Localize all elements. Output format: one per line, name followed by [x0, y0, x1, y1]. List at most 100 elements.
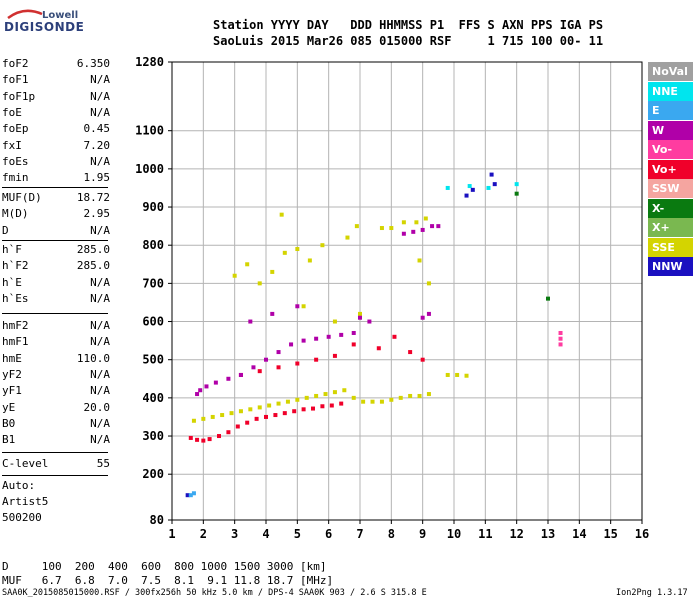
param-row: B0 N/A [2, 416, 110, 432]
echo-point [420, 357, 425, 362]
x-tick-label: 14 [572, 527, 586, 541]
param-row: foF1 N/A [2, 72, 110, 88]
param-row: hmE 110.0 [2, 351, 110, 367]
autoscaler-name: Artist5 [2, 495, 49, 508]
param-row: foF1p N/A [2, 89, 110, 105]
y-tick-label: 300 [142, 429, 164, 443]
echo-point [436, 224, 441, 229]
param-label: foF1p [2, 89, 36, 103]
echo-point [514, 191, 519, 196]
echo-point [558, 342, 563, 347]
echo-point [201, 438, 206, 443]
echo-points [185, 172, 563, 498]
echo-point [339, 332, 344, 337]
echo-point [332, 390, 337, 395]
echo-point [467, 184, 472, 189]
legend-item-x-minus: X- [648, 198, 693, 218]
echo-point [270, 311, 275, 316]
echo-point [238, 409, 243, 414]
echo-point [392, 334, 397, 339]
echo-point [323, 392, 328, 397]
x-tick-label: 9 [419, 527, 426, 541]
echo-point [464, 193, 469, 198]
echo-point [188, 435, 193, 440]
x-tick-label: 4 [262, 527, 269, 541]
echo-point [398, 395, 403, 400]
legend-item-e: E [648, 101, 693, 120]
param-row: foEs N/A [2, 154, 110, 170]
x-tick-label: 10 [447, 527, 461, 541]
param-value: N/A [90, 384, 110, 398]
echo-point [264, 357, 268, 362]
version-label: Ion2Png 1.3.17 [616, 588, 688, 598]
param-row: M(D) 2.95 [2, 206, 110, 222]
param-value: N/A [90, 416, 110, 430]
echo-point [248, 319, 253, 324]
y-tick-label: 1280 [135, 55, 164, 69]
param-row: foEp 0.45 [2, 121, 110, 137]
param-value: N/A [90, 335, 110, 349]
param-label: B1 [2, 433, 16, 447]
param-label: foE [2, 105, 22, 119]
x-ticks: 1 2 3 4 5 6 7 8 9 10 11 12 13 14 15 16 [168, 520, 649, 541]
echo-point [420, 315, 425, 320]
echo-point [464, 373, 469, 378]
echo-point [185, 493, 190, 498]
x-tick-label: 5 [294, 527, 301, 541]
echo-point [276, 401, 281, 406]
param-label: hmF2 [2, 319, 29, 332]
echo-point [558, 336, 563, 341]
legend-item-x-plus: X+ [648, 218, 693, 237]
legend-item-nnw: NNW [648, 257, 693, 276]
param-value: N/A [90, 319, 110, 332]
echo-point [314, 336, 319, 341]
echo-point [376, 346, 381, 351]
y-tick-label: 500 [142, 353, 164, 367]
autoscaler-code: 500200 [2, 511, 42, 524]
echo-point [198, 388, 203, 393]
y-tick-label: 400 [142, 391, 164, 405]
legend-item-w: W [648, 120, 693, 140]
echo-point [426, 311, 431, 316]
y-tick-label: 900 [142, 200, 164, 214]
lowell-digisonde-logo: Lowell DIGISONDE [4, 4, 104, 44]
legend-item-ssw: SSW [648, 179, 693, 198]
legend-item-noval: NoVal [648, 62, 693, 81]
plot-frame [171, 61, 643, 521]
param-row: hmF2 N/A [2, 318, 110, 334]
param-value: 18.72 [76, 191, 110, 204]
echo-point [311, 406, 315, 411]
echo-point [351, 395, 356, 400]
param-value: N/A [90, 291, 110, 305]
separator [2, 313, 108, 314]
echo-point [235, 424, 240, 429]
echo-point [358, 315, 362, 320]
echo-point [320, 404, 325, 409]
param-value: N/A [90, 105, 110, 119]
y-tick-label: 200 [142, 467, 164, 481]
param-label: hmE [2, 351, 22, 365]
legend-item-vo-minus: Vo- [648, 140, 693, 159]
header-labels: Station YYYY DAY DDD HHMMSS P1 FFS S AXN… [213, 18, 604, 32]
echo-point [307, 258, 312, 263]
param-label: fxI [2, 138, 22, 152]
echo-point [420, 227, 425, 232]
echo-point [345, 235, 350, 240]
echo-point [195, 437, 200, 442]
param-value: N/A [90, 433, 110, 447]
echo-point [282, 411, 287, 416]
echo-point [489, 172, 494, 177]
y-tick-label: 700 [142, 276, 164, 290]
echo-point [445, 185, 450, 190]
echo-point [558, 330, 563, 335]
param-label: MUF(D) [2, 191, 42, 204]
echo-point [229, 411, 234, 416]
param-row: B1 N/A [2, 432, 110, 448]
echo-point [301, 338, 306, 343]
y-ticks: 80 200 300 400 500 600 700 800 900 1000 1100 1280 [135, 55, 172, 527]
param-label: h`F2 [2, 259, 29, 273]
param-label: fmin [2, 171, 29, 185]
echo-point [411, 229, 416, 234]
param-value: N/A [90, 275, 110, 289]
legend-item-sse: SSE [648, 237, 693, 257]
